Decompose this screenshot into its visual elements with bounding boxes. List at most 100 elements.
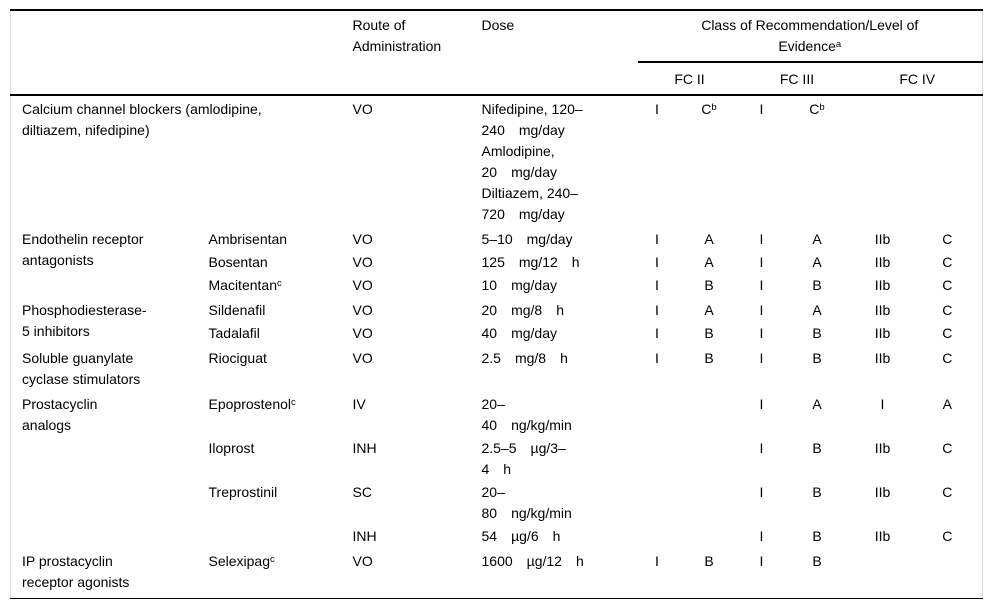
drug-name-cell: Macitentanc (199, 274, 341, 297)
drug-name: Riociguat (208, 350, 267, 366)
fc3-level-cell: B (812, 553, 822, 569)
fc3-class-cell: I (759, 553, 764, 569)
drug-name-cell: Ambrisentan (199, 226, 341, 251)
fc3-class-cell: I (759, 277, 764, 293)
table-row: Macitentanc VO 10 mg/day I B I B IIb C (11, 274, 983, 297)
dose-cell: 2.5 mg/8 h (481, 350, 568, 366)
drug-class-cell: Soluble guanylate cyclase stimulators (22, 350, 141, 387)
fc2-class-cell (638, 525, 677, 548)
fc2-class-cell: I (655, 101, 659, 117)
fc4-class-cell: I (880, 396, 885, 412)
footnote-marker-c: c (291, 397, 296, 408)
table-row: IP prostacyclin receptor agonists Selexi… (11, 548, 983, 599)
col-header-fc4: FC IV (899, 71, 936, 87)
fc2-class-cell (638, 481, 677, 525)
fc4-level-cell: C (942, 277, 953, 293)
table-header: Route of Administration Dose Class of Re… (11, 10, 983, 95)
drug-name-cell: Iloprost (199, 437, 341, 481)
drug-name-cell: Riociguat (199, 345, 341, 391)
fc2-level-cell: B (704, 553, 714, 569)
table-body: Calcium channel blockers (amlodipine, di… (10, 95, 983, 599)
footnote-marker-b: b (711, 102, 717, 113)
fc4-level-cell: C (942, 325, 953, 341)
fc3-level-cell: B (812, 484, 822, 500)
footnote-marker-c: c (276, 278, 282, 289)
drug-class-cell: Phosphodiesterase- 5 inhibitors (22, 302, 147, 339)
route-cell: VO (352, 325, 373, 341)
col-header-route: Route of Administration (352, 17, 442, 54)
fc4-class-cell: IIb (874, 277, 891, 293)
drug-name: Iloprost (208, 440, 255, 456)
drug-name-cell: Bosentan (199, 251, 341, 274)
fc3-class-cell: I (759, 325, 764, 341)
header-row-top: Route of Administration Dose Class of Re… (11, 10, 983, 63)
fc3-level: C (809, 101, 820, 117)
route-cell: SC (352, 484, 372, 500)
fc2-level-cell: Cb (677, 95, 742, 226)
drug-name-cell: Tadalafil (199, 322, 341, 345)
class-evidence-line2: Evidence (778, 38, 836, 54)
dose-cell: Nifedipine, 120– 240 mg/day Amlodipine, … (481, 101, 583, 222)
col-header-fc3: FC III (779, 71, 815, 87)
table-row: Iloprost INH 2.5–5 µg/3– 4 h I B IIb C (11, 437, 983, 481)
route-cell: VO (352, 231, 373, 247)
dose-cell: 5–10 mg/day (481, 231, 573, 247)
fc3-level-cell: A (812, 302, 822, 318)
fc4-level-cell: C (942, 350, 953, 366)
drug-class-cell: Prostacyclin analogs (22, 396, 98, 433)
class-evidence-line1: Class of Recommendation/Level of (701, 17, 919, 33)
fc4-class-cell: IIb (874, 528, 891, 544)
fc2-level-cell: B (704, 350, 714, 366)
table-row: Calcium channel blockers (amlodipine, di… (11, 95, 983, 226)
drug-name-cell: Epoprostenolc (199, 391, 341, 437)
fc4-class-cell: IIb (874, 350, 891, 366)
dose-cell: 1600 µg/12 h (481, 553, 584, 569)
table-row: Endothelin receptor antagonists Ambrisen… (11, 226, 983, 268)
dose-cell: 20– 80 ng/kg/min (481, 484, 572, 521)
footnote-marker-a: a (835, 39, 842, 50)
fc3-class-cell: I (759, 101, 764, 117)
fc4-class-cell: IIb (874, 254, 891, 270)
footnote-marker-b: b (819, 102, 825, 113)
table-row: Tadalafil VO 40 mg/day I B I B IIb C (11, 322, 983, 345)
fc4-level-cell: C (942, 302, 953, 318)
fc2-class-cell: I (655, 302, 659, 318)
fc4-class-cell: IIb (874, 325, 891, 341)
fc4-level-cell: C (942, 528, 953, 544)
dose-cell: 20 mg/8 h (481, 302, 564, 318)
fc4-class-cell: IIb (874, 302, 891, 318)
drug-class-cell: Endothelin receptor antagonists (22, 231, 144, 268)
drug-name-cell: Selexipagc (199, 548, 341, 599)
footnote-marker-c: c (270, 554, 275, 565)
fc3-level-cell: B (812, 277, 822, 293)
route-cell: INH (352, 440, 377, 456)
fc3-class-cell: I (759, 528, 764, 544)
table-row: Treprostinil SC 20– 80 ng/kg/min I B IIb… (11, 481, 983, 525)
drug-class-cell: IP prostacyclin receptor agonists (22, 553, 130, 590)
fc2-level-cell: B (704, 325, 714, 341)
drug-name: Tadalafil (208, 325, 260, 341)
dose-cell: 2.5–5 µg/3– 4 h (481, 440, 566, 477)
fc3-class-cell: I (759, 231, 764, 247)
fc3-class-cell: I (759, 396, 764, 412)
route-cell: VO (352, 302, 373, 318)
fc4-class-cell: IIb (874, 231, 891, 247)
fc2-class-cell: I (655, 231, 659, 247)
route-cell: INH (352, 528, 377, 544)
fc3-level-cell: A (812, 231, 822, 247)
fc2-level: C (701, 101, 712, 117)
table-row: Prostacyclin analogs Epoprostenolc IV 20… (11, 391, 983, 437)
fc2-class-cell: I (655, 553, 659, 569)
drug-therapy-table: Route of Administration Dose Class of Re… (10, 9, 984, 599)
fc4-level-cell (913, 95, 983, 226)
fc3-level-cell: B (812, 440, 822, 456)
table-row: INH 54 µg/6 h I B IIb C (11, 525, 983, 548)
fc2-class-cell: I (655, 277, 659, 293)
drug-name: Treprostinil (208, 484, 278, 500)
fc4-class-cell: IIb (874, 440, 891, 456)
header-spacer (11, 10, 341, 95)
fc4-level-cell: C (942, 231, 953, 247)
fc2-level-cell: A (704, 302, 714, 318)
fc2-class-cell: I (655, 325, 659, 341)
drug-name: Selexipag (208, 553, 271, 569)
